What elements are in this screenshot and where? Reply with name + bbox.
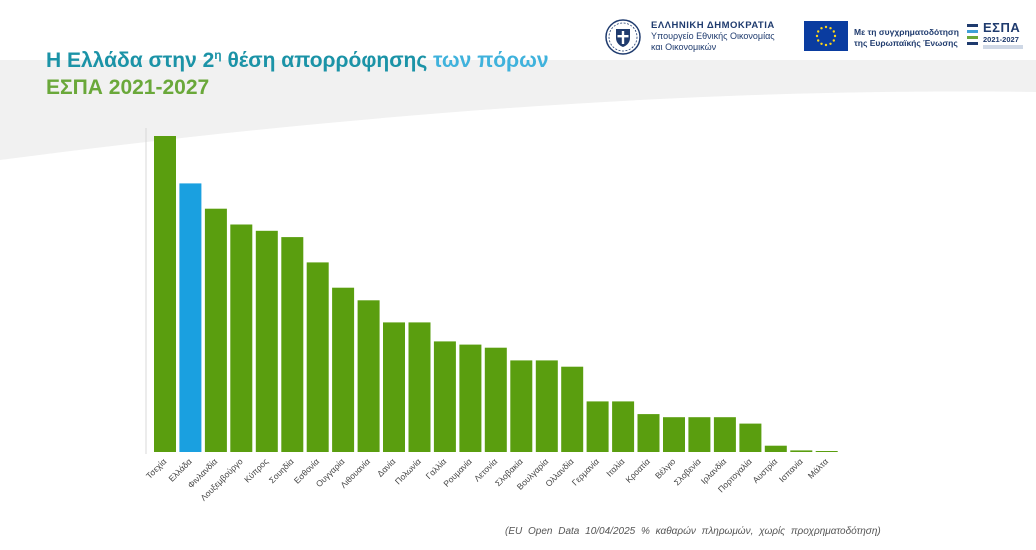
espa-name: ΕΣΠΑ [983,20,1021,35]
bar-24 [739,423,762,452]
bar-4 [230,224,253,452]
title-part1: Η Ελλάδα στην 2 [46,49,215,72]
espa-mark-icon [967,24,978,45]
x-tick-label-6: Σουηδία [267,456,296,485]
bar-16 [535,360,558,452]
bar-23 [713,417,736,452]
x-tick-label-20: Κροατία [623,456,652,485]
espa-logo: ΕΣΠΑ 2021-2027 [966,20,1026,54]
source-footnote: (EU Open Data 10/04/2025 % καθαρών πληρω… [505,526,881,537]
bar-17 [561,366,584,452]
eu-line1: Με τη συγχρηματοδότηση [854,27,959,37]
x-tick-labels-group: ΤσεχίαΕλλάδαΦινλανδίαΛουξεμβούργοΚύπροςΣ… [144,456,830,503]
bar-19 [612,401,635,452]
x-tick-label-11: Πολωνία [393,456,423,486]
title-part2: θέση απορρόφησης [221,49,428,72]
x-tick-label-25: Αυστρία [751,456,780,485]
bar-21 [663,417,685,452]
bar-27 [815,451,838,452]
bar-1 [154,136,176,452]
title-line: Η Ελλάδα στην 2η θέση απορρόφησης των πό… [46,42,549,74]
bar-25 [764,445,787,452]
x-tick-label-26: Ισπανία [777,456,805,484]
title-superscript: η [214,48,222,62]
government-text: ΕΛΛΗΝΙΚΗ ΔΗΜΟΚΡΑΤΙΑ Υπουργείο Εθνικής Οι… [651,20,801,53]
x-tick-label-22: Σλοβενία [672,456,703,487]
bar-10 [383,322,405,452]
bar-18 [586,401,609,452]
bar-13 [459,344,482,452]
x-tick-label-5: Κύπρος [242,456,270,484]
bar-15 [510,360,533,452]
chart-title: Η Ελλάδα στην 2η θέση απορρόφησης των πό… [46,42,549,101]
x-tick-label-10: Δανία [375,456,397,478]
bar-14 [484,347,507,452]
bar-12 [433,341,456,452]
bar-2 [179,183,202,452]
gov-name: ΕΛΛΗΝΙΚΗ ΔΗΜΟΚΡΑΤΙΑ [651,20,775,31]
bars-group [154,136,838,452]
bar-9 [357,300,380,452]
chart-subtitle: ΕΣΠΑ 2021-2027 [46,76,210,99]
bar-8 [332,287,355,452]
x-tick-label-27: Μάλτα [806,456,830,480]
bar-22 [688,417,711,452]
bar-5 [255,230,278,452]
ministry-name-line2: και Οικονομικών [651,42,717,52]
eu-cofunding-logo: Με τη συγχρηματοδότηση της Ευρωπαϊκής Έν… [804,21,959,53]
x-tick-label-1: Τσεχία [144,456,168,480]
x-tick-label-13: Ρουμανία [441,456,474,489]
eu-flag-icon [804,21,848,51]
eu-line2: της Ευρωπαϊκής Ένωσης [854,38,958,48]
espa-years: 2021-2027 [983,35,1019,44]
x-tick-label-17: Ολλανδία [543,456,575,488]
x-tick-label-19: Ιταλία [604,456,626,478]
eu-text: Με τη συγχρηματοδότηση της Ευρωπαϊκής Έν… [854,27,959,49]
x-tick-label-18: Γερμανία [570,456,601,487]
greek-emblem-icon [605,19,641,55]
bar-26 [790,450,813,452]
espa-tagline-bar [983,45,1023,49]
ministry-name-line1: Υπουργείο Εθνικής Οικονομίας [651,31,775,41]
bar-6 [281,237,304,452]
bar-20 [637,414,660,452]
bar-7 [306,262,329,452]
bar-3 [204,208,227,452]
title-part3: των πόρων [427,49,549,72]
bar-11 [408,322,431,452]
